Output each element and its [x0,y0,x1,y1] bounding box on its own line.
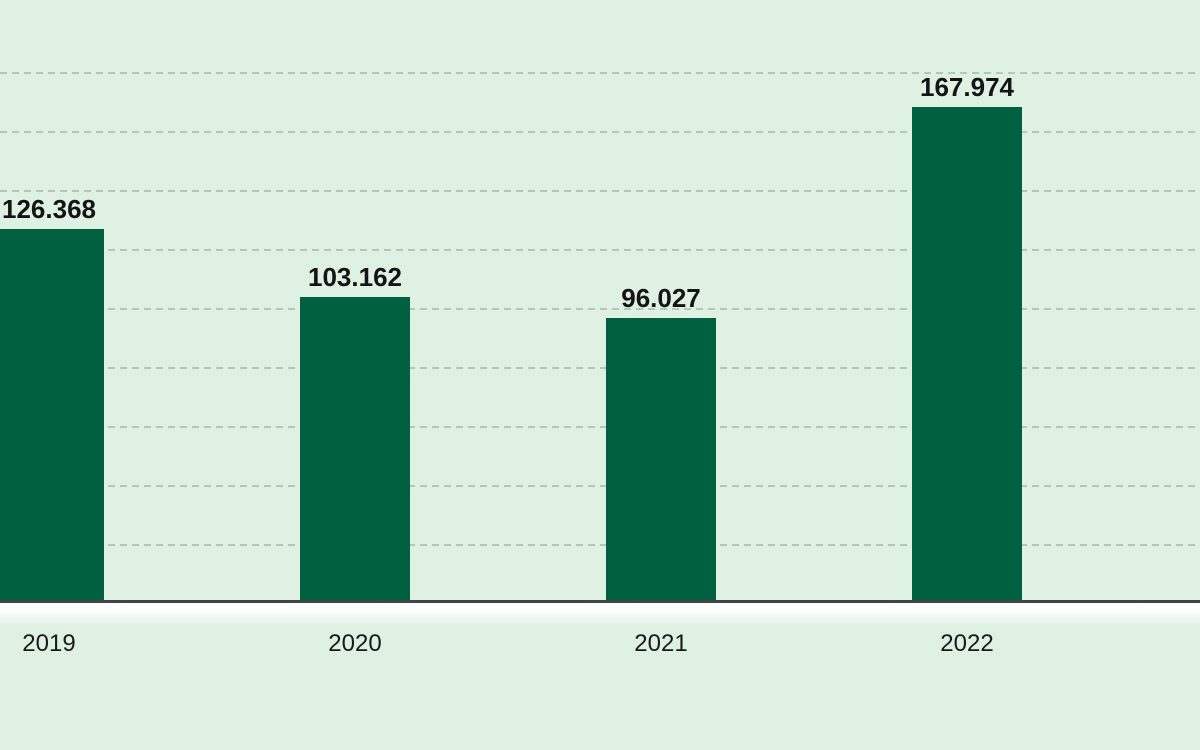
x-axis-label-2021: 2021 [634,630,688,657]
gridline [0,190,1200,192]
gridline [0,426,1200,428]
x-axis-label-2019: 2019 [22,630,76,657]
gridline [0,131,1200,133]
bar-2021 [606,318,716,600]
gridline [0,72,1200,74]
value-label-2020: 103.162 [308,262,402,292]
gridline [0,249,1200,251]
axis-baseline-glow [0,603,1200,627]
value-label-2021: 96.027 [621,283,701,313]
value-label-2019: 126.368 [2,194,96,224]
bar-2022 [912,107,1022,600]
gridline [0,544,1200,546]
bar-2019 [0,229,104,600]
x-axis-label-2022: 2022 [940,630,994,657]
gridline [0,485,1200,487]
x-axis-label-2020: 2020 [328,630,382,657]
x-axis-line [0,600,1200,603]
gridline [0,308,1200,310]
bar-2020 [300,297,410,600]
value-label-2022: 167.974 [920,72,1014,102]
gridline [0,367,1200,369]
